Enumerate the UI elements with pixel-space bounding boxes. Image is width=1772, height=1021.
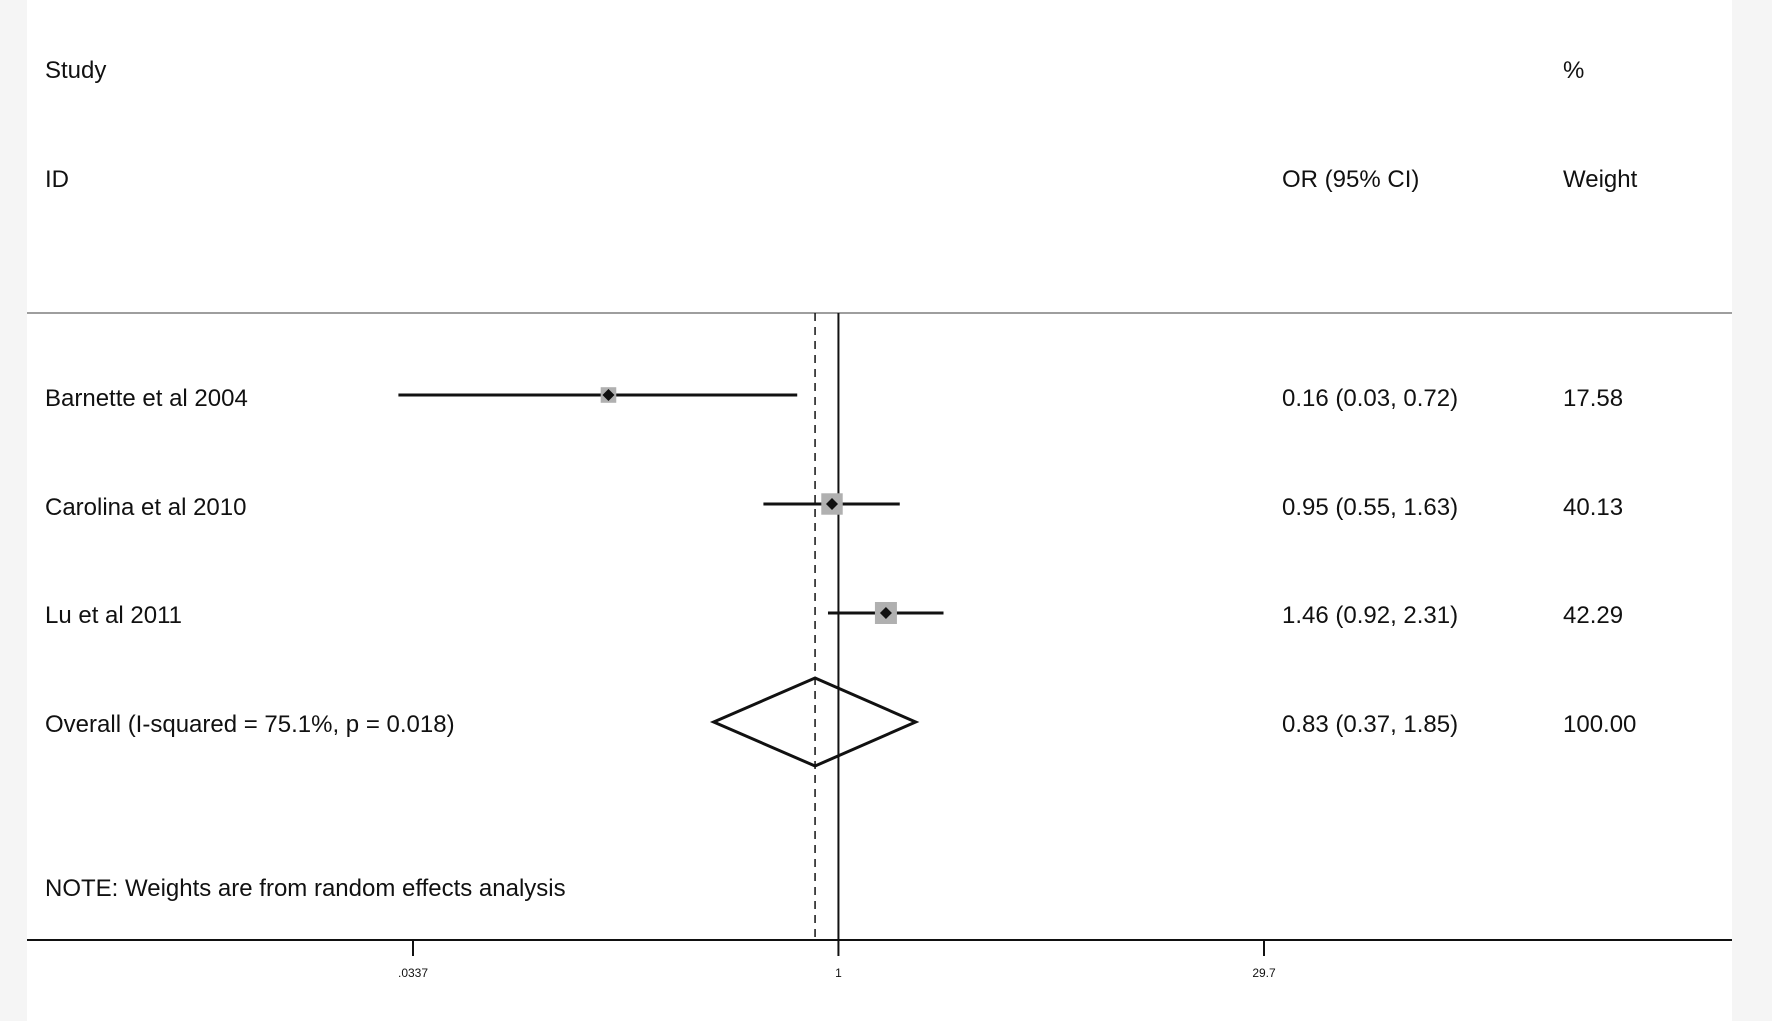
header-or-ci: OR (95% CI) bbox=[1282, 166, 1420, 193]
point-estimate-1 bbox=[602, 389, 615, 401]
point-estimate-2 bbox=[826, 498, 839, 510]
study-label-1: Barnette et al 2004 bbox=[45, 385, 248, 412]
overall-weight: 100.00 bbox=[1563, 711, 1637, 738]
overall-label: Overall (I-squared = 75.1%, p = 0.018) bbox=[45, 711, 455, 738]
point-estimate-3 bbox=[879, 607, 892, 619]
forest-plot: Study ID OR (95% CI) % Weight Barnette e… bbox=[27, 0, 1732, 1021]
study-label-2: Carolina et al 2010 bbox=[45, 494, 247, 521]
study-weight-2: 40.13 bbox=[1563, 494, 1624, 521]
study-weight-1: 17.58 bbox=[1563, 385, 1624, 412]
study-or-1: 0.16 (0.03, 0.72) bbox=[1282, 385, 1459, 412]
study-weight-3: 42.29 bbox=[1563, 602, 1624, 629]
x-tick-label-2: 1 bbox=[835, 966, 842, 980]
study-or-3: 1.46 (0.92, 2.31) bbox=[1282, 602, 1459, 629]
forest-plot-graphics: .0337 1 29.7 bbox=[27, 312, 1732, 980]
x-tick-label-3: 29.7 bbox=[1252, 966, 1276, 980]
header-id: ID bbox=[45, 166, 69, 193]
overall-diamond bbox=[709, 676, 920, 768]
x-tick-label-1: .0337 bbox=[398, 966, 428, 980]
study-label-3: Lu et al 2011 bbox=[45, 602, 183, 629]
overall-or: 0.83 (0.37, 1.85) bbox=[1282, 711, 1459, 738]
header-percent: % bbox=[1563, 57, 1585, 84]
study-or-2: 0.95 (0.55, 1.63) bbox=[1282, 494, 1459, 521]
header-weight: Weight bbox=[1563, 166, 1638, 193]
header-study: Study bbox=[45, 57, 107, 84]
weights-note: NOTE: Weights are from random effects an… bbox=[45, 875, 566, 902]
